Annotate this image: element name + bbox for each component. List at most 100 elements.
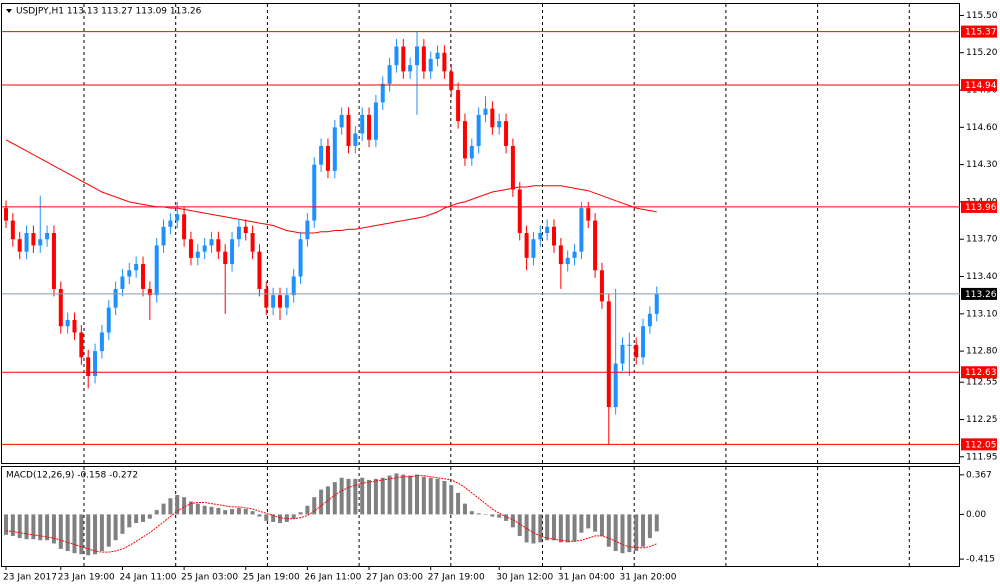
candle-body (421, 46, 426, 72)
macd-bar (449, 485, 454, 515)
macd-bar (504, 514, 509, 521)
candle-body (175, 214, 180, 221)
y-tick-label: 0.367 (966, 470, 992, 480)
macd-bar (490, 514, 495, 517)
level-label: 114.94 (965, 81, 997, 91)
candle-body (510, 145, 515, 190)
candle-body (216, 239, 221, 252)
menu-arrow[interactable] (6, 9, 12, 13)
candle-body (106, 307, 111, 333)
level-label-box (961, 79, 997, 92)
candle-body (209, 239, 214, 246)
macd-bar (113, 514, 118, 541)
macd-bar (38, 514, 43, 541)
macd-bar (435, 478, 440, 515)
candle-body (558, 245, 563, 265)
macd-bar (127, 514, 132, 528)
candle-body (86, 357, 91, 376)
candle-body (531, 239, 536, 258)
macd-bar (476, 513, 481, 515)
macd-bar (428, 477, 433, 515)
candle-body (415, 46, 419, 66)
macd-bar (367, 479, 372, 515)
y-tick-label: 115.20 (966, 48, 998, 58)
candle-body (10, 220, 15, 240)
candle-body (154, 245, 159, 296)
macd-bar (408, 475, 413, 515)
macd-bar (483, 514, 488, 515)
macd-bar (538, 514, 543, 543)
candle-body (353, 133, 358, 146)
macd-bar (182, 497, 187, 515)
macd-bar (120, 514, 125, 534)
candle-body (332, 127, 337, 171)
macd-bar (17, 514, 22, 539)
macd-bar (442, 481, 447, 515)
macd-bar (606, 514, 611, 547)
macd-bar (387, 475, 392, 515)
macd-bar (216, 507, 221, 515)
x-tick-label: 25 Jan 03:00 (181, 573, 238, 583)
macd-bar (360, 477, 365, 515)
candle-body (223, 251, 228, 265)
macd-bar (72, 514, 77, 554)
macd-bar (24, 514, 29, 540)
macd-bar (141, 514, 145, 522)
candle-body (401, 46, 406, 72)
candle-body (147, 288, 152, 296)
candle-body (599, 270, 604, 302)
macd-bar (456, 492, 461, 515)
macd-bar (134, 514, 139, 524)
candle-body (634, 344, 639, 358)
macd-bar (291, 514, 296, 519)
macd-bar (497, 514, 502, 518)
candle-body (93, 351, 98, 376)
last-price-label: 113.26 (965, 290, 997, 300)
y-tick-label: 113.70 (966, 235, 998, 245)
macd-bar (641, 514, 646, 547)
macd-bar (147, 514, 152, 519)
candle-body (476, 114, 481, 146)
macd-bar (647, 514, 652, 539)
candle-body (257, 251, 262, 289)
candle-body (579, 208, 584, 252)
macd-bar (154, 510, 159, 515)
level-label-box (961, 200, 997, 213)
macd-bar (558, 514, 563, 543)
candle-body (360, 114, 365, 134)
x-tick-label: 30 Jan 12:00 (496, 573, 553, 583)
macd-signal (5, 475, 657, 553)
candle-body (469, 145, 474, 159)
macd-bar (161, 503, 166, 515)
macd-bar (65, 514, 70, 552)
x-tick-label: 27 Jan 03:00 (366, 573, 423, 583)
macd-bar (236, 507, 241, 515)
candle-body (305, 220, 310, 240)
macd-bar (250, 511, 255, 515)
macd-bar (353, 478, 358, 515)
macd-bar (517, 514, 522, 536)
candle-body (243, 226, 248, 233)
candle-body (17, 239, 22, 252)
last-price-box (961, 287, 997, 300)
candle-body (346, 114, 351, 146)
candle-body (462, 121, 467, 159)
candle-body (99, 332, 104, 352)
level-label-box (961, 25, 997, 38)
y-tick-label: 112.80 (966, 347, 998, 357)
macd-bar (579, 514, 584, 533)
candle-body (284, 295, 289, 308)
level-label: 112.63 (965, 368, 997, 378)
macd-bar (264, 514, 269, 521)
candle-body (291, 276, 296, 296)
macd-bar (175, 495, 180, 515)
macd-bar (4, 514, 8, 535)
macd-bar (243, 509, 248, 515)
candle-body (394, 46, 399, 66)
macd-bar (86, 514, 91, 556)
macd-bar (634, 514, 639, 552)
candle-body (58, 288, 63, 327)
macd-bar (168, 498, 173, 515)
macd-bar (257, 514, 262, 517)
macd-bar (415, 474, 419, 515)
